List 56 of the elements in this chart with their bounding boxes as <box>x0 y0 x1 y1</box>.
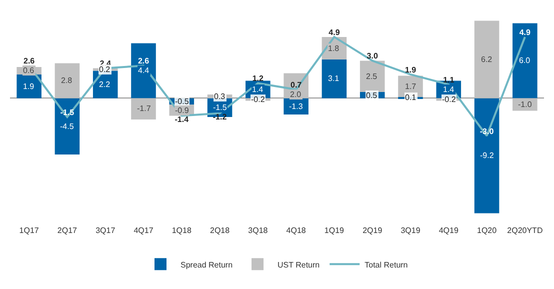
legend-label: Total Return <box>364 260 408 270</box>
data-label: -1.0 <box>518 100 532 109</box>
x-tick-label: 3Q18 <box>248 226 268 235</box>
data-label: 1.4 <box>252 85 264 94</box>
data-label: -4.5 <box>60 122 74 131</box>
x-tick-label: 4Q18 <box>286 226 306 235</box>
data-label: 1.9 <box>404 65 417 74</box>
data-label: 3.0 <box>366 52 378 61</box>
data-label: 0.1 <box>405 93 417 102</box>
data-label: -1.2 <box>212 112 228 122</box>
data-label: -0.2 <box>442 95 456 104</box>
x-tick-label: 2Q17 <box>57 226 78 235</box>
data-label: 2.5 <box>366 72 378 81</box>
legend-label: UST Return <box>278 260 320 270</box>
data-label: 4.9 <box>328 28 340 37</box>
data-label: -0.9 <box>175 106 190 115</box>
x-tick-label: 4Q19 <box>438 226 459 235</box>
data-label: 2.8 <box>61 76 73 85</box>
x-tick-label: 1Q20 <box>477 226 498 235</box>
data-label: -1.7 <box>137 104 152 113</box>
data-label: 0.6 <box>23 66 35 75</box>
data-label: 1.7 <box>405 82 417 91</box>
x-tick-label: 2Q18 <box>210 226 230 235</box>
data-label: -1.5 <box>60 108 75 117</box>
x-tick-label: 4Q17 <box>134 226 154 235</box>
data-label: 0.2 <box>99 65 111 74</box>
data-label: 1.4 <box>443 85 455 94</box>
data-label: 1.9 <box>23 82 35 91</box>
data-label: 4.9 <box>519 28 532 37</box>
data-label: 6.2 <box>481 55 493 64</box>
x-tick-label: 1Q19 <box>324 226 345 235</box>
data-label: 1.8 <box>328 44 340 53</box>
data-label: 4.4 <box>138 66 150 75</box>
data-label: -0.2 <box>251 95 266 104</box>
data-label: 0.5 <box>366 91 378 100</box>
data-label: 3.1 <box>328 74 340 83</box>
legend-label: Spread Return <box>180 260 233 270</box>
data-label: 0.7 <box>290 80 302 90</box>
data-label: 2.2 <box>99 80 111 89</box>
x-tick-label: 3Q17 <box>96 226 116 235</box>
data-label: 2.6 <box>24 56 36 66</box>
data-label: -9.2 <box>480 151 494 160</box>
data-label: 2.6 <box>138 56 150 66</box>
data-label: -3.0 <box>480 126 494 136</box>
x-tick-label: 2Q20YTD <box>507 226 543 235</box>
x-tick-label: 2Q19 <box>362 226 383 235</box>
data-label: -0.5 <box>175 97 190 106</box>
data-label: -1.3 <box>289 102 304 111</box>
data-label: -1.5 <box>213 103 228 112</box>
data-label: 6.0 <box>519 56 531 65</box>
data-label: 2.0 <box>290 90 302 99</box>
x-tick-label: 1Q18 <box>172 226 192 235</box>
x-tick-label: 1Q17 <box>19 226 40 235</box>
data-label: -1.4 <box>174 114 190 124</box>
x-tick-label: 3Q19 <box>400 226 421 235</box>
data-label: 0.3 <box>214 92 226 101</box>
